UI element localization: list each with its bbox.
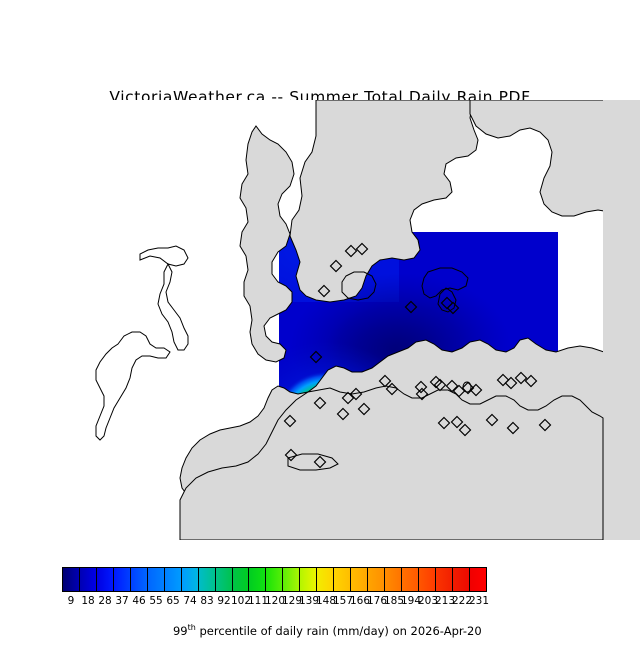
colorbar-tick-13: 129 <box>281 595 303 607</box>
colorbar-tick-20: 194 <box>400 595 422 607</box>
station-marker <box>506 421 520 435</box>
station-marker <box>355 242 369 256</box>
colorbar-swatch-24 <box>468 567 487 592</box>
colorbar-swatch-19 <box>384 567 402 592</box>
map-svg <box>0 100 640 540</box>
colorbar-swatch-23 <box>451 567 469 592</box>
colorbar-ticks: 9 18 28 37 46 55 65 74 83 92 102 111 120 129 139 148 157… <box>0 595 640 609</box>
station-marker <box>437 416 451 430</box>
colorbar-swatch-10 <box>231 567 249 592</box>
colorbar-tick-23: 222 <box>451 595 473 607</box>
colorbar[interactable] <box>62 567 487 592</box>
colorbar-swatch-18 <box>367 567 385 592</box>
colorbar-swatch-9 <box>214 567 232 592</box>
colorbar-swatch-20 <box>401 567 419 592</box>
colorbar-swatch-22 <box>434 567 452 592</box>
colorbar-swatch-4 <box>129 567 147 592</box>
colorbar-tick-9: 92 <box>217 595 231 607</box>
colorbar-tick-14: 139 <box>298 595 320 607</box>
colorbar-tick-12: 120 <box>264 595 286 607</box>
colorbar-tick-0: 9 <box>67 595 75 607</box>
colorbar-label: 99th percentile of daily rain (mm/day) o… <box>0 609 640 652</box>
station-marker <box>284 448 298 462</box>
colorbar-tick-21: 203 <box>417 595 439 607</box>
station-marker <box>341 391 355 405</box>
colorbar-tick-1: 18 <box>81 595 95 607</box>
station-marker <box>415 387 429 401</box>
colorbar-swatch-7 <box>180 567 198 592</box>
station-marker <box>349 387 363 401</box>
percentile-number: 99 <box>172 623 188 638</box>
station-marker <box>524 374 538 388</box>
colorbar-swatch-3 <box>112 567 130 592</box>
colorbar-swatch-0 <box>62 567 79 592</box>
station-marker <box>445 379 459 393</box>
station-marker <box>496 373 510 387</box>
station-marker <box>538 418 552 432</box>
colorbar-tick-10: 102 <box>230 595 252 607</box>
station-marker <box>458 423 472 437</box>
colorbar-tick-24: 231 <box>468 595 490 607</box>
station-marker <box>414 380 428 394</box>
percentile-ordinal: th <box>187 623 196 632</box>
colorbar-tick-22: 213 <box>434 595 456 607</box>
station-marker <box>440 296 454 310</box>
colorbar-tick-8: 83 <box>200 595 214 607</box>
station-marker <box>469 383 483 397</box>
colorbar-tick-4: 46 <box>132 595 146 607</box>
colorbar-swatch-2 <box>95 567 113 592</box>
colorbar-tick-11: 111 <box>247 595 269 607</box>
percentile-rest: percentile of daily rain (mm/day) on 202… <box>195 623 482 638</box>
land-layer <box>95 100 640 540</box>
station-marker <box>283 414 297 428</box>
station-marker <box>404 300 418 314</box>
station-marker <box>378 374 392 388</box>
station-marker <box>344 244 358 258</box>
map-canvas[interactable] <box>0 100 640 540</box>
station-marker <box>452 384 466 398</box>
colorbar-swatch-1 <box>78 567 96 592</box>
station-marker <box>433 378 447 392</box>
colorbar-tick-2: 28 <box>98 595 112 607</box>
station-marker <box>514 371 528 385</box>
colorbar-swatch-15 <box>316 567 334 592</box>
station-marker <box>309 350 323 364</box>
station-marker <box>385 382 399 396</box>
station-markers <box>283 242 552 469</box>
colorbar-tick-19: 185 <box>383 595 405 607</box>
station-marker <box>313 396 327 410</box>
colorbar-swatch-13 <box>282 567 300 592</box>
station-marker <box>329 259 343 273</box>
station-marker <box>317 284 331 298</box>
colorbar-swatch-12 <box>265 567 283 592</box>
station-marker <box>336 407 350 421</box>
colorbar-swatch-17 <box>350 567 368 592</box>
station-marker <box>485 413 499 427</box>
colorbar-tick-6: 65 <box>166 595 180 607</box>
colorbar-swatch-6 <box>163 567 181 592</box>
station-marker <box>504 376 518 390</box>
colorbar-swatch-21 <box>418 567 435 592</box>
colorbar-swatch-5 <box>146 567 164 592</box>
colorbar-tick-3: 37 <box>115 595 129 607</box>
colorbar-tick-7: 74 <box>183 595 197 607</box>
colorbar-swatch-11 <box>248 567 266 592</box>
colorbar-tick-18: 176 <box>366 595 388 607</box>
station-marker <box>357 402 371 416</box>
station-marker <box>313 455 327 469</box>
station-marker <box>450 415 464 429</box>
colorbar-swatch-14 <box>299 567 317 592</box>
colorbar-tick-17: 166 <box>349 595 371 607</box>
colorbar-tick-15: 148 <box>315 595 337 607</box>
colorbar-swatch-8 <box>197 567 215 592</box>
colorbar-swatch-16 <box>333 567 351 592</box>
station-marker <box>446 301 460 315</box>
colorbar-tick-5: 55 <box>149 595 163 607</box>
station-marker <box>461 381 475 395</box>
colorbar-tick-16: 157 <box>332 595 354 607</box>
